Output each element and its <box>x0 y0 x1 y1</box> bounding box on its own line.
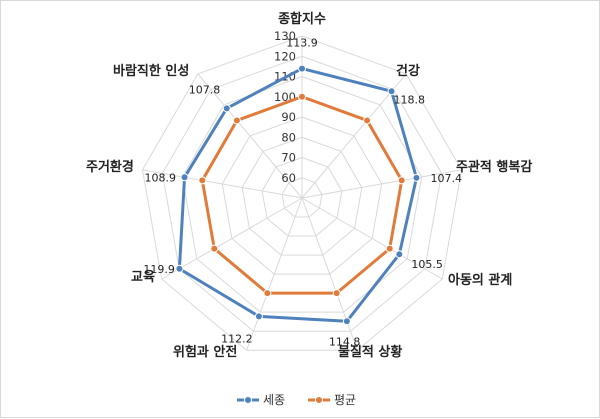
data-point <box>263 289 272 298</box>
grid-spoke <box>301 197 443 280</box>
data-label: 107.4 <box>430 172 462 185</box>
category-label: 주거환경 <box>86 159 134 175</box>
data-point <box>222 104 231 113</box>
category-label: 종합지수 <box>278 11 326 27</box>
data-point <box>332 289 341 298</box>
category-label: 주관적 행복감 <box>456 159 532 175</box>
data-label: 112.2 <box>221 332 253 345</box>
data-point <box>198 176 207 185</box>
label-layer: 113.9 118.8 107.4 105.5 114.8 112.2 119.9 108.9… <box>86 11 532 360</box>
grid-ring <box>281 177 323 218</box>
grid-ring <box>241 136 363 256</box>
grid-ring <box>161 55 443 332</box>
data-point <box>395 250 404 259</box>
series-line-average <box>200 95 404 295</box>
grid-ring <box>221 116 383 275</box>
legend-average: 평균 <box>308 393 356 407</box>
r-tick-label: 70 <box>281 151 296 165</box>
category-label: 물질적 상황 <box>338 344 402 360</box>
category-label: 바람직한 인성 <box>113 63 189 79</box>
data-label: 108.9 <box>145 171 177 184</box>
data-label: 105.5 <box>411 258 443 271</box>
data-point <box>363 116 372 125</box>
data-point <box>254 312 263 321</box>
data-point <box>210 244 219 253</box>
r-tick-label: 130 <box>274 29 296 43</box>
r-tick-label: 80 <box>281 130 296 144</box>
data-point <box>412 173 421 182</box>
grid-ring <box>181 75 423 313</box>
series-line-sejong <box>177 67 418 323</box>
r-tick-label: 120 <box>274 49 296 63</box>
data-label: 119.9 <box>143 263 175 276</box>
legend-label: 세종 <box>263 393 285 407</box>
category-label: 건강 <box>396 63 420 79</box>
r-tick-label: 60 <box>281 171 296 185</box>
grid-spoke <box>246 197 303 351</box>
grid-ring <box>261 156 343 237</box>
data-point <box>298 92 306 101</box>
category-label: 교육 <box>131 269 155 285</box>
data-label: 114.8 <box>329 335 361 348</box>
category-label: 아동의 관계 <box>448 272 512 288</box>
r-tick-label: 90 <box>281 110 296 124</box>
legend-label: 평균 <box>334 393 356 407</box>
legend-swatch-marker <box>244 396 252 404</box>
data-label: 113.9 <box>286 37 318 50</box>
grid-ring <box>141 35 463 351</box>
data-point <box>387 87 396 96</box>
grid-spoke <box>301 73 407 199</box>
data-point <box>298 64 306 73</box>
category-label: 위험과 안전 <box>173 344 237 360</box>
grid-spoke <box>301 169 462 199</box>
data-point <box>342 317 351 326</box>
data-point <box>397 176 406 185</box>
data-label: 107.8 <box>189 83 221 96</box>
legend-sejong: 세종 <box>237 393 285 407</box>
grid-spoke <box>142 169 303 199</box>
grid-spoke <box>197 73 303 199</box>
legend-swatch-marker <box>315 396 323 404</box>
data-point <box>385 244 394 253</box>
grid-spoke <box>161 197 303 280</box>
data-point <box>180 173 189 182</box>
data-label: 118.8 <box>394 93 426 106</box>
data-point <box>232 116 241 125</box>
legend: 세종 평균 <box>237 393 356 407</box>
data-point <box>175 264 184 273</box>
series-layer <box>175 64 421 326</box>
